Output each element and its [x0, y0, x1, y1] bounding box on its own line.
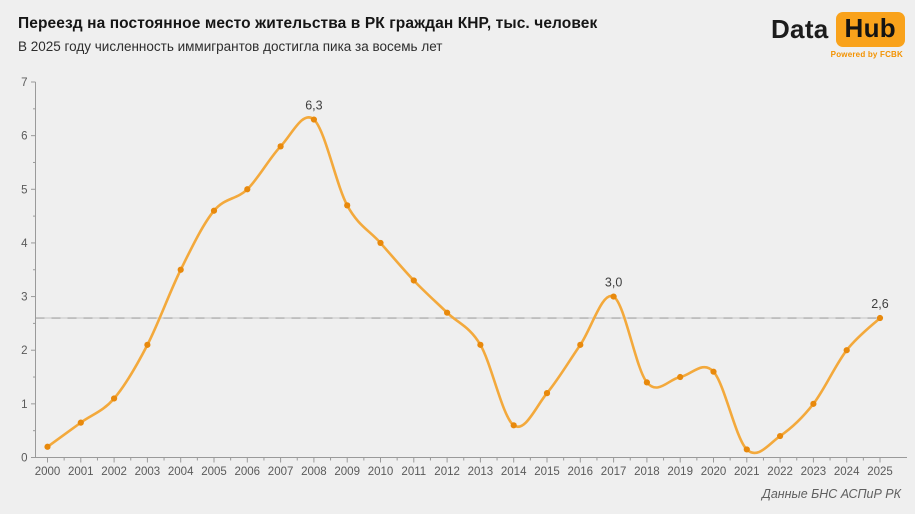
svg-text:1: 1	[21, 399, 27, 411]
svg-text:2025: 2025	[867, 466, 893, 478]
svg-text:0: 0	[21, 453, 27, 465]
svg-text:2021: 2021	[734, 466, 760, 478]
source-note: Данные БНС АСПиР РК	[762, 487, 901, 501]
svg-text:2024: 2024	[834, 466, 860, 478]
chart-header: Переезд на постоянное место жительства в…	[18, 14, 718, 55]
svg-text:2010: 2010	[368, 466, 394, 478]
svg-text:2008: 2008	[301, 466, 327, 478]
page-title: Переезд на постоянное место жительства в…	[18, 15, 598, 32]
svg-text:6: 6	[21, 131, 27, 143]
svg-text:3,0: 3,0	[605, 276, 622, 290]
svg-text:2020: 2020	[701, 466, 727, 478]
svg-text:2017: 2017	[601, 466, 627, 478]
page-subtitle: В 2025 году численность иммигрантов дост…	[18, 38, 443, 54]
svg-text:7: 7	[21, 77, 27, 89]
datahub-logo: Data Hub Powered by FCBK	[771, 12, 905, 59]
svg-text:5: 5	[21, 184, 27, 196]
logo-tagline: Powered by FCBK	[830, 50, 903, 59]
svg-text:2005: 2005	[201, 466, 227, 478]
svg-text:2004: 2004	[168, 466, 194, 478]
svg-text:6,3: 6,3	[305, 99, 322, 113]
logo-wordmark: Data Hub	[771, 12, 905, 47]
immigration-line-chart: 0 1 2 3 4 5 6 7 2000 2001 2002 2003 2004 2005 2006 2007…	[21, 77, 907, 478]
svg-text:2013: 2013	[468, 466, 494, 478]
svg-text:2000: 2000	[35, 466, 61, 478]
svg-text:2015: 2015	[534, 466, 560, 478]
svg-text:2007: 2007	[268, 466, 294, 478]
svg-text:2012: 2012	[434, 466, 460, 478]
svg-text:4: 4	[21, 238, 28, 250]
svg-text:2016: 2016	[568, 466, 594, 478]
svg-text:2009: 2009	[334, 466, 360, 478]
logo-text-data: Data	[770, 14, 829, 44]
svg-text:3: 3	[21, 292, 27, 304]
svg-text:2006: 2006	[235, 466, 261, 478]
svg-text:2018: 2018	[634, 466, 660, 478]
svg-text:2: 2	[21, 345, 27, 357]
svg-text:2022: 2022	[767, 466, 793, 478]
svg-text:2002: 2002	[101, 466, 127, 478]
svg-text:2,6: 2,6	[871, 297, 888, 311]
logo-badge-hub: Hub	[835, 12, 905, 47]
svg-text:2023: 2023	[801, 466, 827, 478]
svg-text:2001: 2001	[68, 466, 94, 478]
svg-text:2014: 2014	[501, 466, 527, 478]
svg-text:2019: 2019	[667, 466, 693, 478]
svg-text:2003: 2003	[135, 466, 161, 478]
svg-text:2011: 2011	[401, 466, 426, 478]
